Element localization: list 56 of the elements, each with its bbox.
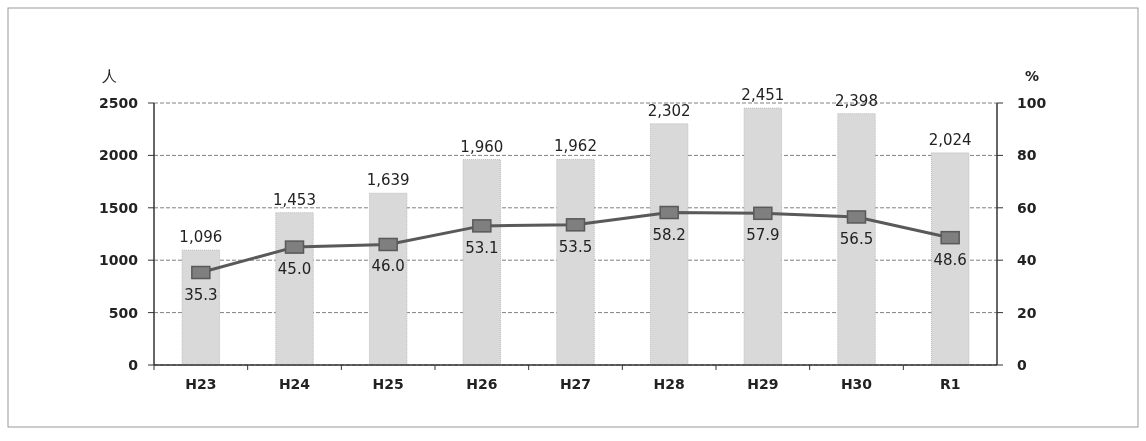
bar (837, 113, 876, 366)
bar (181, 249, 221, 366)
bar (930, 152, 970, 366)
y2-tick-label: 100 (1017, 95, 1047, 111)
bar (649, 123, 689, 366)
x-tick-label: H27 (559, 376, 592, 392)
data-label: 2,451 (741, 86, 785, 105)
y-axis-title: 人 (101, 67, 117, 85)
point (191, 265, 211, 280)
y-tick-label: 0 (128, 357, 139, 373)
data-label: 2,302 (647, 101, 691, 120)
y2-tick-label: 20 (1017, 304, 1037, 321)
data-label: 45.0 (277, 260, 312, 279)
data-label: 1,096 (179, 228, 223, 247)
point (940, 230, 960, 245)
y-tick-label: 1500 (99, 199, 139, 216)
bar (743, 107, 783, 366)
data-label: 48.6 (933, 250, 967, 269)
x-tick-label: H30 (840, 376, 873, 392)
x-tick-label: H28 (653, 376, 685, 392)
bar (556, 158, 595, 366)
point (378, 237, 398, 252)
x-tick-label: H23 (185, 376, 217, 392)
data-label: 1,639 (366, 171, 410, 190)
y2-tick-label: 60 (1017, 199, 1037, 216)
y-tick-label: 2000 (99, 147, 139, 164)
bar (368, 192, 408, 366)
data-label: 53.5 (558, 237, 593, 256)
x-tick-label: H26 (466, 376, 498, 392)
point (659, 205, 679, 220)
x-tick-label: H25 (372, 376, 404, 392)
bar (462, 159, 502, 366)
y2-tick-label: 40 (1017, 252, 1037, 269)
data-label: 58.2 (652, 225, 686, 244)
data-label: 2,024 (928, 130, 972, 149)
data-label: 1,453 (273, 190, 316, 209)
y2-tick-label: 80 (1017, 147, 1037, 164)
data-label: 1,960 (460, 137, 504, 156)
y-tick-label: 1000 (99, 252, 139, 269)
data-label: 46.0 (371, 257, 405, 276)
data-label: 1,962 (554, 137, 597, 156)
x-tick-label: H29 (747, 376, 779, 392)
point (472, 219, 492, 233)
data-label: 35.3 (184, 285, 218, 304)
data-label: 53.1 (465, 238, 499, 257)
y2-tick-label: 0 (1017, 357, 1027, 373)
point (753, 206, 773, 221)
data-label: 56.5 (839, 229, 874, 248)
y-tick-label: 500 (108, 304, 139, 321)
y2-axis-title: % (1024, 68, 1040, 84)
x-tick-label: H24 (278, 376, 311, 392)
data-label: 2,398 (835, 91, 878, 110)
x-tick-label: R1 (939, 376, 961, 392)
data-label: 57.9 (746, 226, 780, 245)
bar (275, 212, 314, 366)
y-tick-label: 2500 (99, 95, 139, 111)
